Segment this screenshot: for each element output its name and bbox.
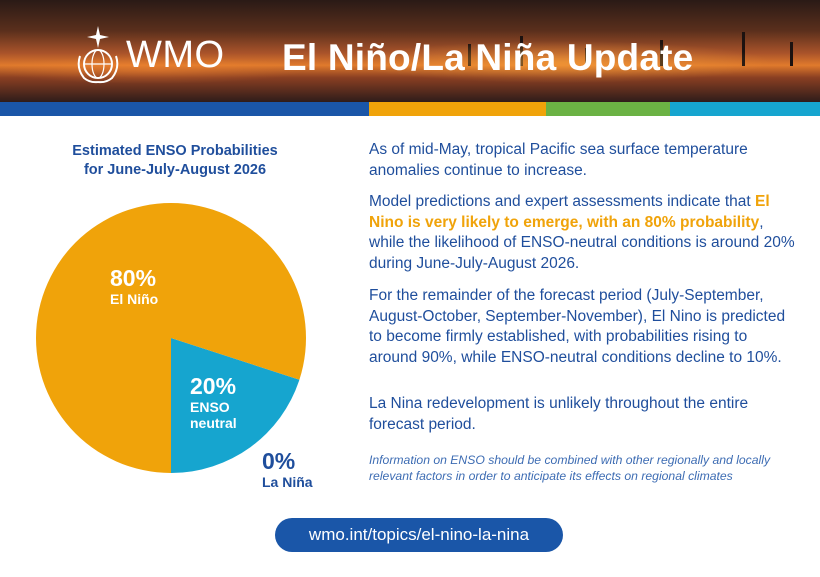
color-strip-orange xyxy=(369,102,546,116)
text-span: , while the likelihood of ENSO-neutral c… xyxy=(369,213,795,272)
pie-slice-enso-neutral xyxy=(171,338,300,473)
highlight-text: El Nino is very likely to emerge, with a… xyxy=(369,193,770,231)
paragraph-text: As of mid-May, tropical Pacific sea surf… xyxy=(369,141,748,179)
chart-subtitle: for June-July-August 2026 xyxy=(83,162,267,178)
slice-label-enso-neutral: 20% ENSO neutral xyxy=(190,373,237,431)
chart-title-line: Estimated ENSO Probabilities xyxy=(72,143,278,159)
color-strip-green xyxy=(546,102,670,116)
slice-label-la-nina: 0% La Niña xyxy=(262,448,313,490)
paragraph-3: For the remainder of the forecast period… xyxy=(369,286,799,368)
paragraph-text: Model predictions and expert assessments… xyxy=(369,192,799,274)
paragraph-text: For the remainder of the forecast period… xyxy=(369,287,786,366)
info-note: Information on ENSO should be combined w… xyxy=(369,453,771,484)
paragraph-4: La Nina redevelopment is unlikely throug… xyxy=(369,394,799,435)
wmo-emblem-icon xyxy=(77,26,119,84)
slice-name: neutral xyxy=(190,415,237,431)
paragraph-2: Model predictions and expert assessments… xyxy=(369,192,799,274)
color-strip-blue xyxy=(0,102,369,116)
slice-percent: 0% xyxy=(262,448,296,474)
paragraph-text: La Nina redevelopment is unlikely throug… xyxy=(369,395,749,433)
paragraph-1: As of mid-May, tropical Pacific sea surf… xyxy=(369,140,799,181)
slice-name: El Niño xyxy=(110,291,159,307)
wmo-logo: WMO xyxy=(74,26,225,84)
text-span: Model predictions and expert assessments… xyxy=(369,193,755,210)
slice-percent: 20% xyxy=(190,373,237,399)
slice-label-el-nino: 80% El Niño xyxy=(110,265,158,307)
pie-slice-el-nino xyxy=(35,202,306,473)
color-strip-cyan xyxy=(670,102,820,116)
slice-name: La Niña xyxy=(262,474,313,490)
slice-name: ENSO xyxy=(190,399,230,415)
org-name: WMO xyxy=(126,33,225,76)
page-title: El Niño/La Niña Update xyxy=(282,37,694,78)
website-link[interactable]: wmo.int/topics/el-nino-la-nina xyxy=(275,518,563,552)
header-banner: WMO El Niño/La Niña Update xyxy=(0,0,820,102)
slice-percent: 80% xyxy=(110,265,157,291)
chart-title: Estimated ENSO Probabilities for June-Ju… xyxy=(50,142,300,180)
